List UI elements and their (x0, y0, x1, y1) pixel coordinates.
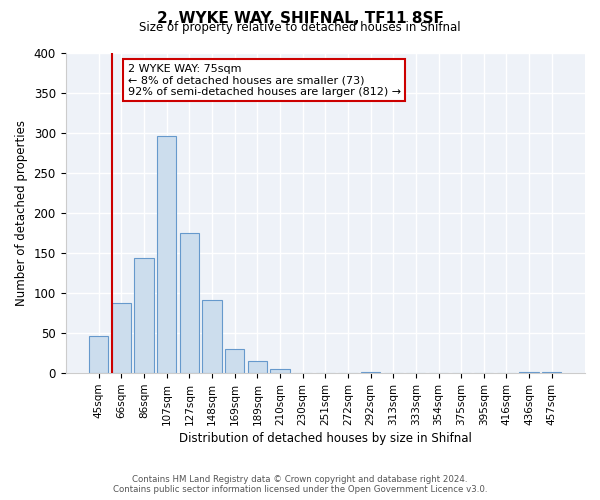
Y-axis label: Number of detached properties: Number of detached properties (15, 120, 28, 306)
Bar (225, 349, 244, 373)
Text: 2, WYKE WAY, SHIFNAL, TF11 8SF: 2, WYKE WAY, SHIFNAL, TF11 8SF (157, 11, 443, 26)
Bar (361, 372, 380, 373)
Bar (248, 361, 267, 373)
Bar (542, 372, 562, 373)
X-axis label: Distribution of detached houses by size in Shifnal: Distribution of detached houses by size … (179, 432, 472, 445)
Bar (89, 336, 109, 373)
Text: Contains HM Land Registry data © Crown copyright and database right 2024.
Contai: Contains HM Land Registry data © Crown c… (113, 474, 487, 494)
Text: Size of property relative to detached houses in Shifnal: Size of property relative to detached ho… (139, 21, 461, 34)
Bar (520, 372, 539, 373)
Bar (112, 304, 131, 373)
Bar (157, 136, 176, 373)
Bar (271, 369, 290, 373)
Bar (180, 233, 199, 373)
Bar (134, 258, 154, 373)
Bar (202, 300, 221, 373)
Text: 2 WYKE WAY: 75sqm
← 8% of detached houses are smaller (73)
92% of semi-detached : 2 WYKE WAY: 75sqm ← 8% of detached house… (128, 64, 401, 97)
